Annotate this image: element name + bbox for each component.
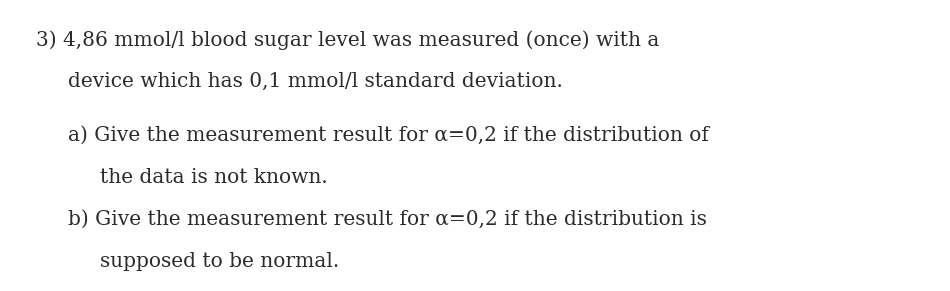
Text: a) Give the measurement result for α=0,2 if the distribution of: a) Give the measurement result for α=0,2… (68, 126, 709, 145)
Text: supposed to be normal.: supposed to be normal. (100, 252, 339, 271)
Text: device which has 0,1 mmol/l standard deviation.: device which has 0,1 mmol/l standard dev… (68, 72, 562, 91)
Text: b) Give the measurement result for α=0,2 if the distribution is: b) Give the measurement result for α=0,2… (68, 210, 707, 229)
Text: the data is not known.: the data is not known. (100, 168, 328, 187)
Text: 3) 4,86 mmol/l blood sugar level was measured (once) with a: 3) 4,86 mmol/l blood sugar level was mea… (36, 30, 659, 50)
